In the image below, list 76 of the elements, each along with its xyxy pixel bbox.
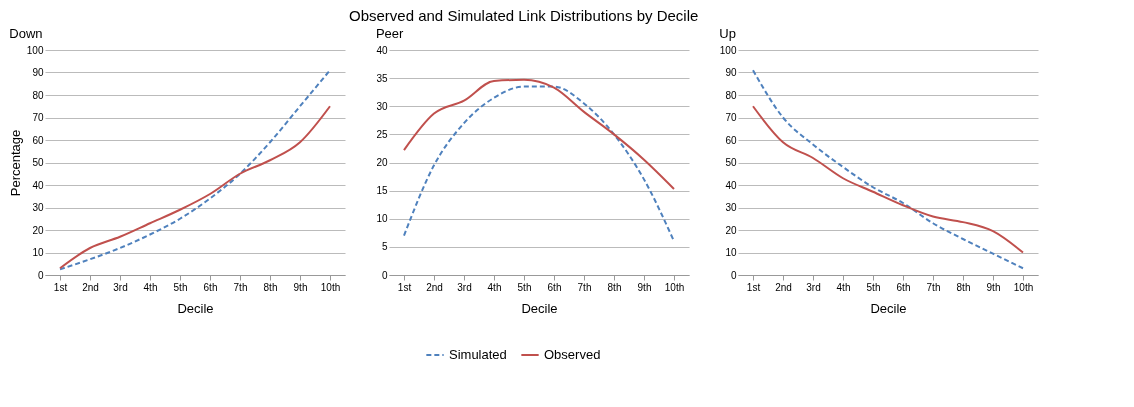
x-tick-label: 7th [926, 281, 941, 293]
y-tick-label: 90 [725, 67, 737, 78]
y-tick-label: 10 [32, 247, 44, 258]
x-tick-label: 10th [1013, 281, 1034, 293]
y-tick-label: 60 [725, 134, 737, 146]
chart-title: Up [719, 26, 736, 41]
y-tick-label: 40 [725, 179, 737, 191]
x-tick-label: 2nd [82, 281, 99, 293]
y-tick-label: 0 [37, 269, 44, 281]
text: Observed and Simulated Link Distributions by Decile [348, 7, 699, 24]
line-series [59, 69, 331, 271]
y-tick-label: 70 [32, 112, 44, 123]
y-tick-label: 35 [376, 72, 388, 84]
x-tick-label: 9th [293, 281, 308, 293]
y-tick-label: 40 [32, 179, 44, 191]
y-tick-label: 20 [725, 224, 737, 236]
y-tick-label: 60 [32, 134, 44, 146]
y-tick-label: 30 [725, 202, 737, 213]
line-series [752, 105, 1024, 254]
x-tick-label: 3rd [806, 281, 821, 293]
x-tick-label: 4th [143, 281, 158, 293]
x-tick-label: 3rd [457, 281, 472, 293]
x-tick-label: 5th [517, 281, 532, 293]
line-series [752, 69, 1024, 270]
x-tick-label: 1st [746, 281, 761, 293]
y-tick-label: 80 [32, 89, 44, 101]
x-tick-label: 8th [607, 281, 622, 293]
y-tick-label: 25 [376, 128, 388, 140]
x-axis-title: Decile [521, 300, 558, 316]
x-tick-label: 5th [173, 281, 188, 293]
x-tick-label: 8th [263, 281, 278, 293]
y-tick-label: 5 [381, 241, 388, 253]
chart-title: Down [9, 26, 43, 41]
line-series [59, 105, 331, 270]
x-tick-label: 2nd [775, 281, 792, 293]
x-tick-label: 3rd [113, 281, 128, 293]
legend-label: Observed [544, 347, 601, 362]
x-tick-label: 6th [896, 281, 911, 293]
x-tick-label: 4th [487, 281, 502, 293]
y-tick-label: 30 [32, 202, 44, 213]
y-tick-label: 80 [725, 89, 737, 101]
y-tick-label: 20 [32, 224, 44, 236]
x-tick-label: 9th [986, 281, 1001, 293]
x-tick-label: 9th [637, 281, 652, 293]
x-tick-label: 1st [53, 281, 68, 293]
x-tick-label: 4th [836, 281, 851, 293]
y-tick-label: 100 [26, 44, 44, 56]
chart-title: Peer [375, 26, 405, 41]
y-tick-label: 40 [376, 44, 388, 56]
y-tick-label: 90 [32, 67, 44, 78]
line-series [403, 78, 675, 190]
x-axis-title: Decile [177, 300, 214, 316]
y-tick-label: 100 [719, 44, 737, 56]
x-tick-label: 8th [956, 281, 971, 293]
y-tick-label: 10 [725, 247, 737, 258]
x-tick-label: 5th [866, 281, 881, 293]
y-tick-label: 30 [376, 100, 388, 112]
y-tick-label: 50 [725, 157, 737, 168]
x-tick-label: 10th [664, 281, 685, 293]
x-tick-label: 7th [577, 281, 592, 293]
y-tick-label: 0 [730, 269, 737, 281]
x-tick-label: 1st [397, 281, 412, 293]
y-tick-label: 15 [376, 185, 388, 197]
y-tick-label: 20 [376, 157, 388, 168]
y-tick-label: 50 [32, 157, 44, 168]
legend-label: Simulated [449, 347, 507, 362]
x-tick-label: 6th [547, 281, 562, 293]
x-axis-title: Decile [870, 300, 907, 316]
y-tick-label: 0 [381, 269, 388, 281]
x-tick-label: 10th [320, 281, 341, 293]
y-tick-label: 70 [725, 112, 737, 123]
x-tick-label: 7th [233, 281, 248, 293]
x-tick-label: 6th [203, 281, 218, 293]
x-tick-label: 2nd [426, 281, 443, 293]
y-axis-title: Percentage [7, 129, 23, 197]
y-tick-label: 10 [376, 213, 388, 225]
